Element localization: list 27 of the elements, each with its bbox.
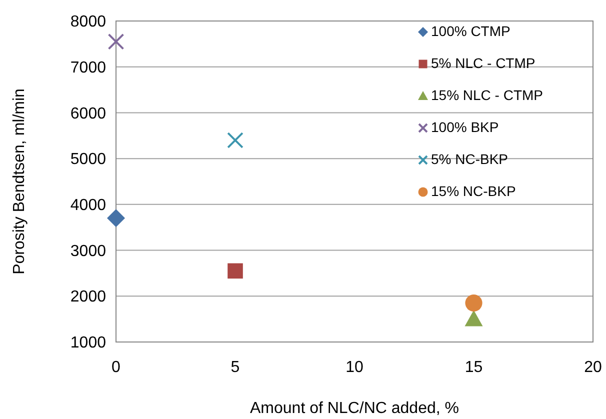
legend-label: 15% NC-BKP [431,182,516,199]
point [227,132,244,148]
y-tick-label: 6000 [70,105,106,122]
point [464,310,483,326]
point [465,294,482,312]
legend-label: 15% NLC - CTMP [431,86,544,103]
x-tick-label: 15 [464,359,483,376]
y-tick-label: 2000 [70,288,106,306]
y-tick-label: 5000 [70,151,106,168]
x-tick-label: 20 [584,359,602,376]
legend-label: 5% NC-BKP [431,150,508,167]
point [228,263,243,279]
point [108,33,124,50]
x-tick-label: 10 [346,359,364,376]
legend-label: 100% BKP [431,118,499,135]
y-tick-label: 1000 [70,334,106,352]
legend-label: 100% CTMP [431,22,510,39]
x-tick-label: 0 [112,359,121,376]
x-tick-label: 5 [230,359,240,376]
y-axis-title: Porosity Bendtsen, ml/min [11,88,28,274]
legend-label: 5% NLC - CTMP [431,54,536,71]
y-tick-label: 4000 [70,197,106,214]
point [107,209,125,228]
y-tick-label: 3000 [70,242,106,260]
y-tick-label: 8000 [70,14,106,31]
x-axis-title: Amount of NLC/NC added, % [250,400,459,417]
y-tick-label: 7000 [70,59,106,76]
